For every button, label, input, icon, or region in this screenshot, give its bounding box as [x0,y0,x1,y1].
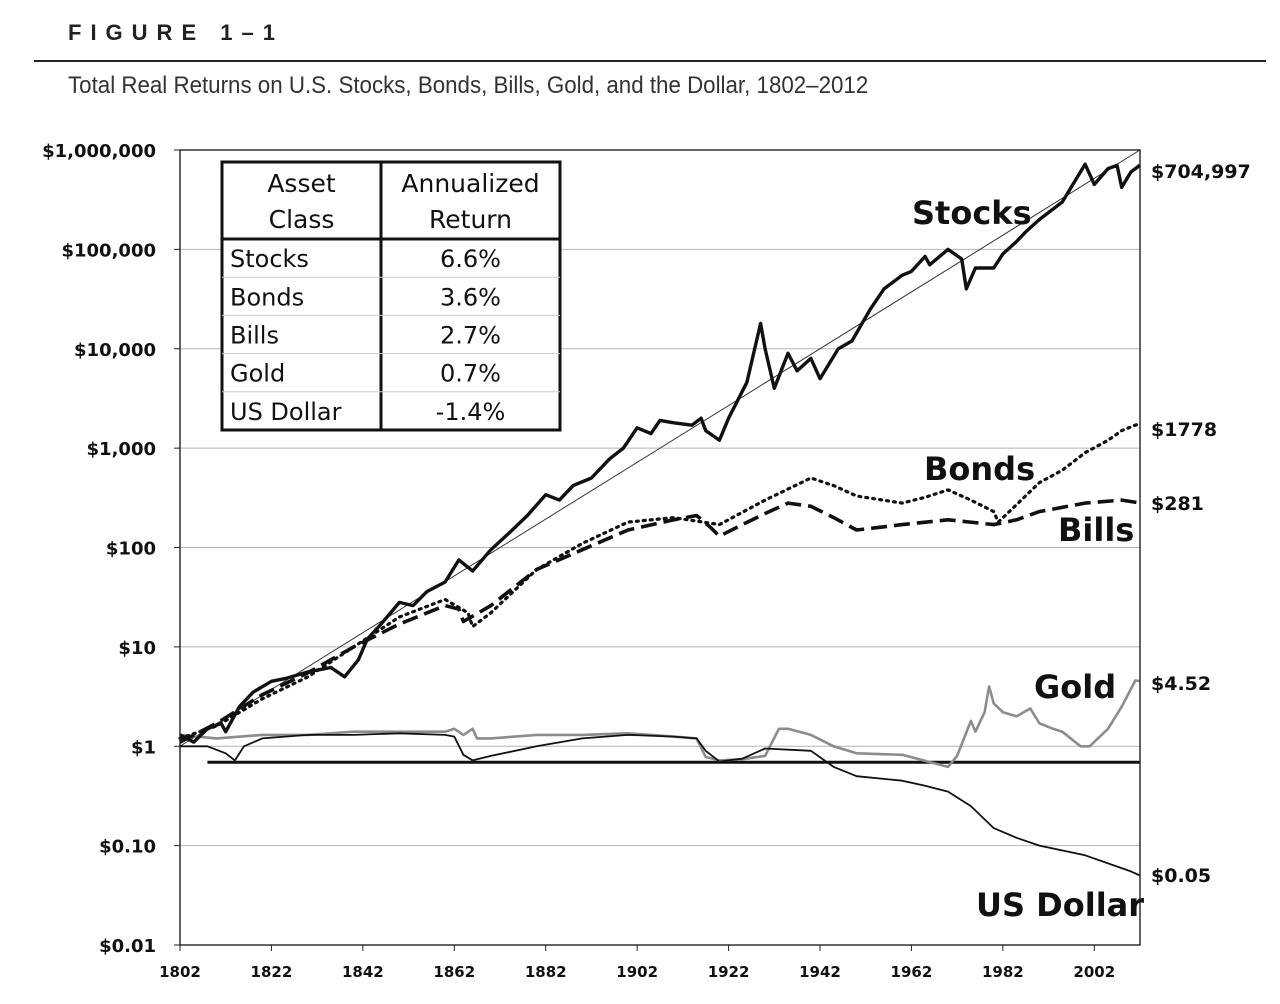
y-tick-label: $1 [131,737,156,758]
table-header-text: Return [429,205,512,234]
stocks-series-line [179,162,1142,744]
x-axis-ticks: 1802 1822 1842 1862 1882 1902 1922 1942 1962 1982… [159,945,1115,981]
x-tick-label: 1822 [251,963,293,981]
gold-series-line [179,679,1141,769]
stocks-trend-line [179,149,1141,747]
bonds-series-line [178,421,1142,740]
us-dollar-series-label: US Dollar [976,886,1144,924]
y-axis-ticks: $0.01 $0.10 $1 $10 $100 $1,000 $10,000 $100,000… [42,141,180,957]
table-return-cell: 6.6% [440,245,501,273]
table-return-cell: 3.6% [440,283,501,311]
table-asset-cell: Bonds [230,283,304,311]
x-tick-label: 1842 [342,963,384,981]
series-name-labels: Stocks Bonds Bills Gold US Dollar [912,194,1144,926]
table-asset-cell: Bills [230,322,279,350]
stocks-series-label: Stocks [912,194,1032,232]
us-dollar-series-line [180,732,1141,877]
bills-series-label: Bills [1058,511,1134,549]
gold-series-label: Gold [1034,668,1116,706]
us-dollar-label-backdrop [972,886,1136,926]
table-header-text: Class [269,205,335,234]
x-tick-label: 1902 [616,963,658,981]
y-tick-label: $0.10 [99,837,156,858]
x-tick-label: 2002 [1073,963,1115,981]
table-asset-cell: Stocks [230,245,309,273]
figure-rule [34,60,1266,62]
y-tick-label: $10,000 [74,340,156,361]
y-tick-label: $1,000 [87,439,156,460]
x-tick-label: 1942 [799,963,841,981]
table-header-text: Asset [267,169,336,198]
y-tick-label: $0.01 [99,936,156,957]
legend-table: Asset Class Annualized Return Stocks 6.6% Bond… [220,160,562,432]
y-tick-label: $100 [106,539,156,560]
x-tick-label: 1922 [708,963,750,981]
table-header-text: Annualized [401,169,539,198]
figure-title: Total Real Returns on U.S. Stocks, Bonds… [68,72,869,99]
y-tick-label: $100,000 [61,240,156,261]
table-return-cell: -1.4% [436,398,506,426]
bills-series-line [179,498,1141,744]
reference-lines [179,149,1141,764]
table-return-cell: 0.7% [440,360,501,388]
bonds-series-label: Bonds [924,450,1035,488]
us-dollar-end-value-label: $0.05 [1151,865,1211,887]
series-layer [178,162,1142,877]
bonds-end-value-label: $1778 [1151,419,1217,441]
table-asset-cell: US Dollar [230,398,342,426]
gold-end-value-label: $4.52 [1151,673,1211,695]
x-tick-label: 1862 [433,963,475,981]
table-background [220,160,562,432]
x-tick-label: 1802 [159,963,201,981]
y-tick-label: $1,000,000 [42,141,156,162]
series-end-labels: $704,997 $1778 $281 $4.52 $0.05 [1151,161,1251,887]
bills-end-value-label: $281 [1151,493,1204,515]
table-return-cell: 2.7% [440,322,501,350]
x-tick-label: 1962 [891,963,933,981]
stocks-end-value-label: $704,997 [1151,161,1251,183]
x-tick-label: 1882 [525,963,567,981]
y-tick-label: $10 [118,638,156,659]
figure-label: FIGURE 1–1 [68,20,284,45]
x-tick-label: 1982 [982,963,1024,981]
table-asset-cell: Gold [230,360,285,388]
